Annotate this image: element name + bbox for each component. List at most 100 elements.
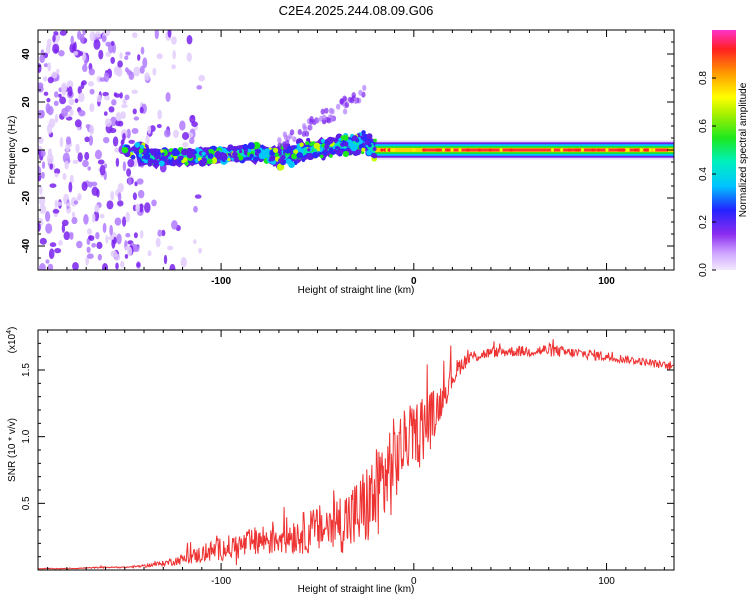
noise-blob <box>132 192 138 201</box>
noise-blob <box>105 235 109 244</box>
x-tick-label: 100 <box>598 276 615 287</box>
spectrogram-signal-dots <box>121 84 656 171</box>
band-dot <box>652 148 656 152</box>
signal-dot <box>247 142 255 150</box>
noise-blob <box>49 163 54 170</box>
colorbar-tick-label: 0.2 <box>698 215 709 229</box>
noise-blob <box>186 52 192 62</box>
y-tick-label: 40 <box>21 48 32 60</box>
signal-dot <box>257 149 261 153</box>
noise-blob <box>120 260 125 269</box>
noise-blob <box>117 200 124 207</box>
noise-blob <box>157 229 163 237</box>
noise-blob <box>96 241 103 250</box>
noise-blob <box>122 216 127 227</box>
noise-blob <box>54 91 59 98</box>
figure-title: C2E4.2025.244.08.09.G06 <box>279 3 434 18</box>
noise-blob <box>103 136 110 144</box>
signal-branch-blob <box>342 95 347 102</box>
noise-blob <box>96 94 102 103</box>
band-dot <box>648 148 653 152</box>
band-dot <box>643 148 647 152</box>
signal-dot <box>320 138 325 143</box>
noise-blob <box>105 51 111 57</box>
noise-blob <box>39 185 43 196</box>
signal-branch-blob <box>297 128 303 135</box>
signal-dot <box>288 161 295 168</box>
noise-blob <box>97 253 102 261</box>
noise-blob <box>132 108 137 115</box>
noise-blob <box>115 157 120 168</box>
signal-dot <box>207 153 214 160</box>
noise-blob <box>120 111 126 120</box>
band-dot <box>390 148 394 152</box>
noise-blob <box>52 209 60 214</box>
noise-blob <box>49 242 57 248</box>
signal-dot <box>371 153 378 159</box>
noise-blob <box>114 217 122 226</box>
noise-blob <box>116 233 122 245</box>
noise-blob <box>165 92 171 102</box>
noise-blob <box>124 94 130 101</box>
signal-branch-blob <box>277 137 282 144</box>
noise-blob <box>85 256 90 266</box>
noise-blob <box>39 54 45 64</box>
noise-blob <box>83 214 89 225</box>
signal-dot <box>258 152 266 160</box>
noise-blob <box>90 181 98 187</box>
noise-blob <box>91 213 96 224</box>
noise-blob <box>54 114 59 123</box>
noise-blob <box>119 92 123 99</box>
noise-blob <box>58 93 62 98</box>
spectrogram-y-ticks: -40 -20 0 20 40 <box>21 41 674 259</box>
noise-blob <box>126 128 131 139</box>
noise-blob <box>127 246 133 257</box>
noise-blob <box>81 181 88 191</box>
signal-dot <box>154 149 160 154</box>
signal-dot <box>139 144 145 150</box>
noise-blob <box>139 65 145 74</box>
signal-dot <box>324 148 328 153</box>
noise-blob <box>84 151 90 161</box>
noise-blob <box>171 220 178 230</box>
noise-blob <box>134 181 138 187</box>
noise-blob <box>109 224 114 236</box>
signal-branch-blob <box>292 136 297 143</box>
noise-blob <box>73 50 79 56</box>
noise-blob <box>125 51 131 56</box>
signal-dot <box>131 146 137 152</box>
noise-blob <box>115 262 119 270</box>
signal-dot <box>296 152 304 159</box>
colorbar-tick-label: 0.4 <box>698 167 709 181</box>
signal-branch-blob <box>344 101 350 108</box>
noise-blob <box>103 30 111 37</box>
signal-dot <box>301 158 306 163</box>
signal-dot <box>361 147 366 152</box>
noise-blob <box>115 111 122 122</box>
band-dot <box>560 148 564 152</box>
noise-blob <box>131 32 138 39</box>
noise-blob <box>58 49 65 57</box>
noise-blob <box>43 91 49 96</box>
signal-dot <box>171 149 179 157</box>
noise-blob <box>114 147 120 153</box>
noise-blob <box>86 246 91 254</box>
noise-blob <box>51 71 58 79</box>
noise-blob <box>52 43 60 54</box>
noise-blob <box>48 248 55 260</box>
signal-dot <box>249 153 254 159</box>
noise-blob <box>59 136 64 148</box>
signal-dot <box>138 153 143 158</box>
noise-blob <box>65 136 72 145</box>
signal-branch-blob <box>308 124 313 131</box>
noise-blob <box>40 109 45 119</box>
band-dot <box>550 148 555 152</box>
noise-blob <box>126 69 132 76</box>
noise-blob <box>173 129 179 139</box>
noise-blob <box>155 237 161 248</box>
noise-blob <box>104 118 112 127</box>
noise-blob <box>117 182 124 193</box>
noise-blob <box>82 64 88 73</box>
noise-blob <box>131 89 138 94</box>
noise-blob <box>167 30 172 38</box>
